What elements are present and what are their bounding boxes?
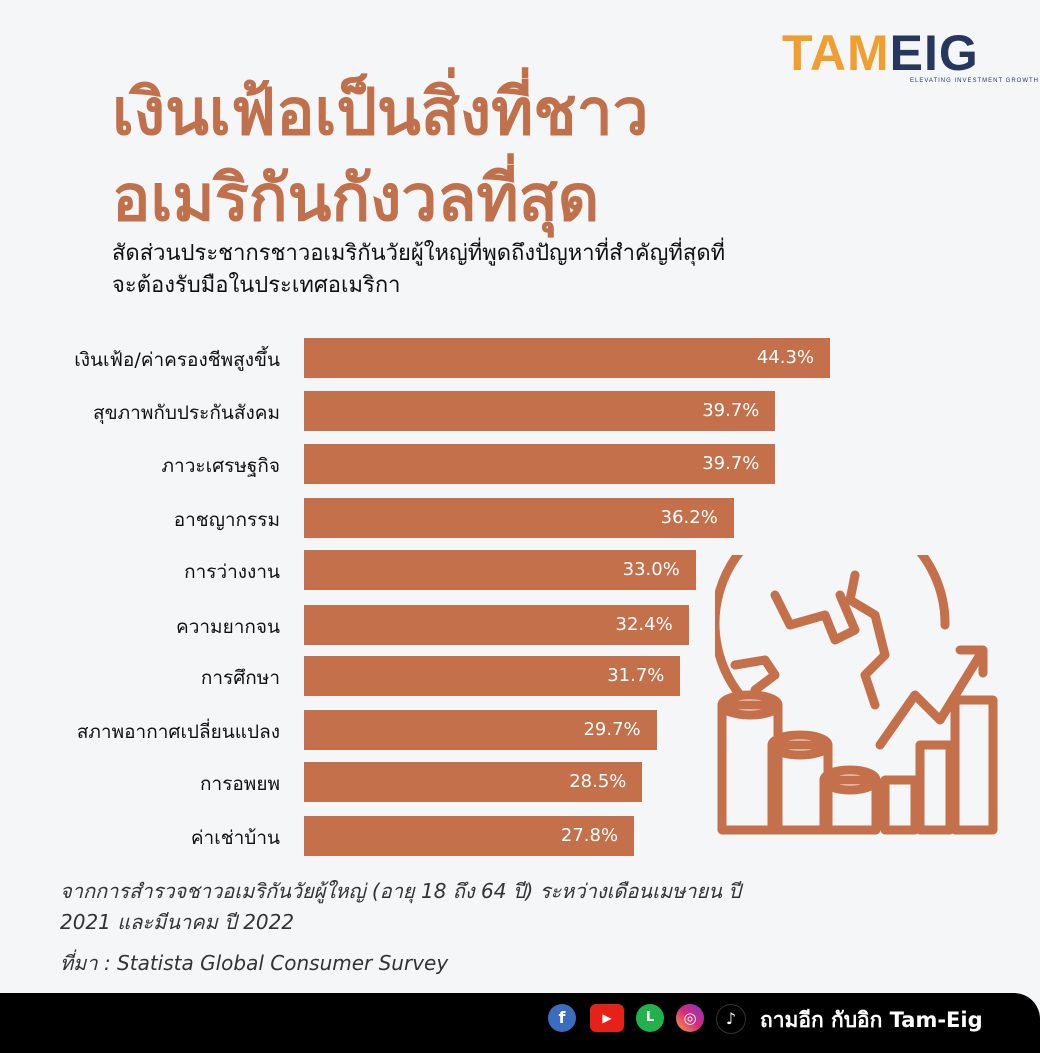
category-label: สภาพอากาศเปลี่ยนแปลง: [76, 721, 280, 743]
data-label: 39.7%: [702, 453, 760, 474]
source: ที่มา : Statista Global Consumer Survey: [60, 951, 449, 975]
bar: 29.7%: [304, 710, 657, 750]
data-label: 44.3%: [756, 347, 814, 368]
tiktok-icon[interactable]: ♪: [716, 1004, 746, 1034]
chart-title: เงินเฟ้อเป็นสิ่งที่ชาวอเมริกันกังวลที่สุ…: [112, 76, 649, 236]
logo-tagline: ELEVATING INVESTMENT GROWTH: [910, 78, 1040, 84]
line-icon[interactable]: L: [636, 1004, 664, 1032]
category-label: สุขภาพกับประกันสังคม: [93, 402, 280, 424]
bar: 36.2%: [304, 498, 734, 538]
youtube-icon[interactable]: ▶: [590, 1004, 624, 1032]
facebook-icon[interactable]: f: [548, 1004, 576, 1032]
footer-text: ถามอีก กับอิก Tam-Eig: [760, 1008, 983, 1032]
bar: 31.7%: [304, 656, 681, 696]
chart-subtitle: สัดส่วนประชากรชาวอเมริกันวัยผู้ใหญ่ที่พู…: [112, 241, 726, 298]
bar: 28.5%: [304, 762, 643, 802]
data-label: 39.7%: [702, 400, 760, 421]
data-label: 31.7%: [607, 665, 665, 686]
logo-part2: EIG: [889, 25, 979, 81]
bar: 27.8%: [304, 816, 635, 856]
bar: 39.7%: [304, 391, 776, 431]
category-label: การศึกษา: [200, 667, 280, 689]
data-label: 33.0%: [622, 559, 680, 580]
data-label: 29.7%: [583, 719, 641, 740]
bar: 32.4%: [304, 605, 689, 645]
data-label: 36.2%: [660, 507, 718, 528]
category-label: ภาวะเศรษฐกิจ: [161, 455, 280, 477]
globe-coins-growth-icon: [715, 555, 998, 835]
category-label: ความยากจน: [176, 616, 280, 638]
instagram-icon[interactable]: ◎: [676, 1004, 704, 1032]
data-label: 32.4%: [615, 614, 673, 635]
survey-note: จากการสำรวจชาวอเมริกันวัยผู้ใหญ่ (อายุ 1…: [60, 879, 741, 934]
bar: 39.7%: [304, 444, 776, 484]
category-label: ค่าเช่าบ้าน: [190, 827, 280, 849]
bar: 33.0%: [304, 550, 696, 590]
category-label: การว่างงาน: [184, 561, 280, 583]
data-label: 27.8%: [560, 825, 619, 846]
logo: TAMEIG: [782, 28, 979, 78]
category-label: อาชญากรรม: [173, 509, 280, 531]
category-label: การอพยพ: [200, 773, 280, 795]
logo-part1: TAM: [782, 25, 890, 81]
bar: 44.3%: [304, 338, 830, 378]
data-label: 28.5%: [569, 771, 627, 792]
category-label: เงินเฟ้อ/ค่าครองชีพสูงขึ้น: [74, 349, 280, 371]
